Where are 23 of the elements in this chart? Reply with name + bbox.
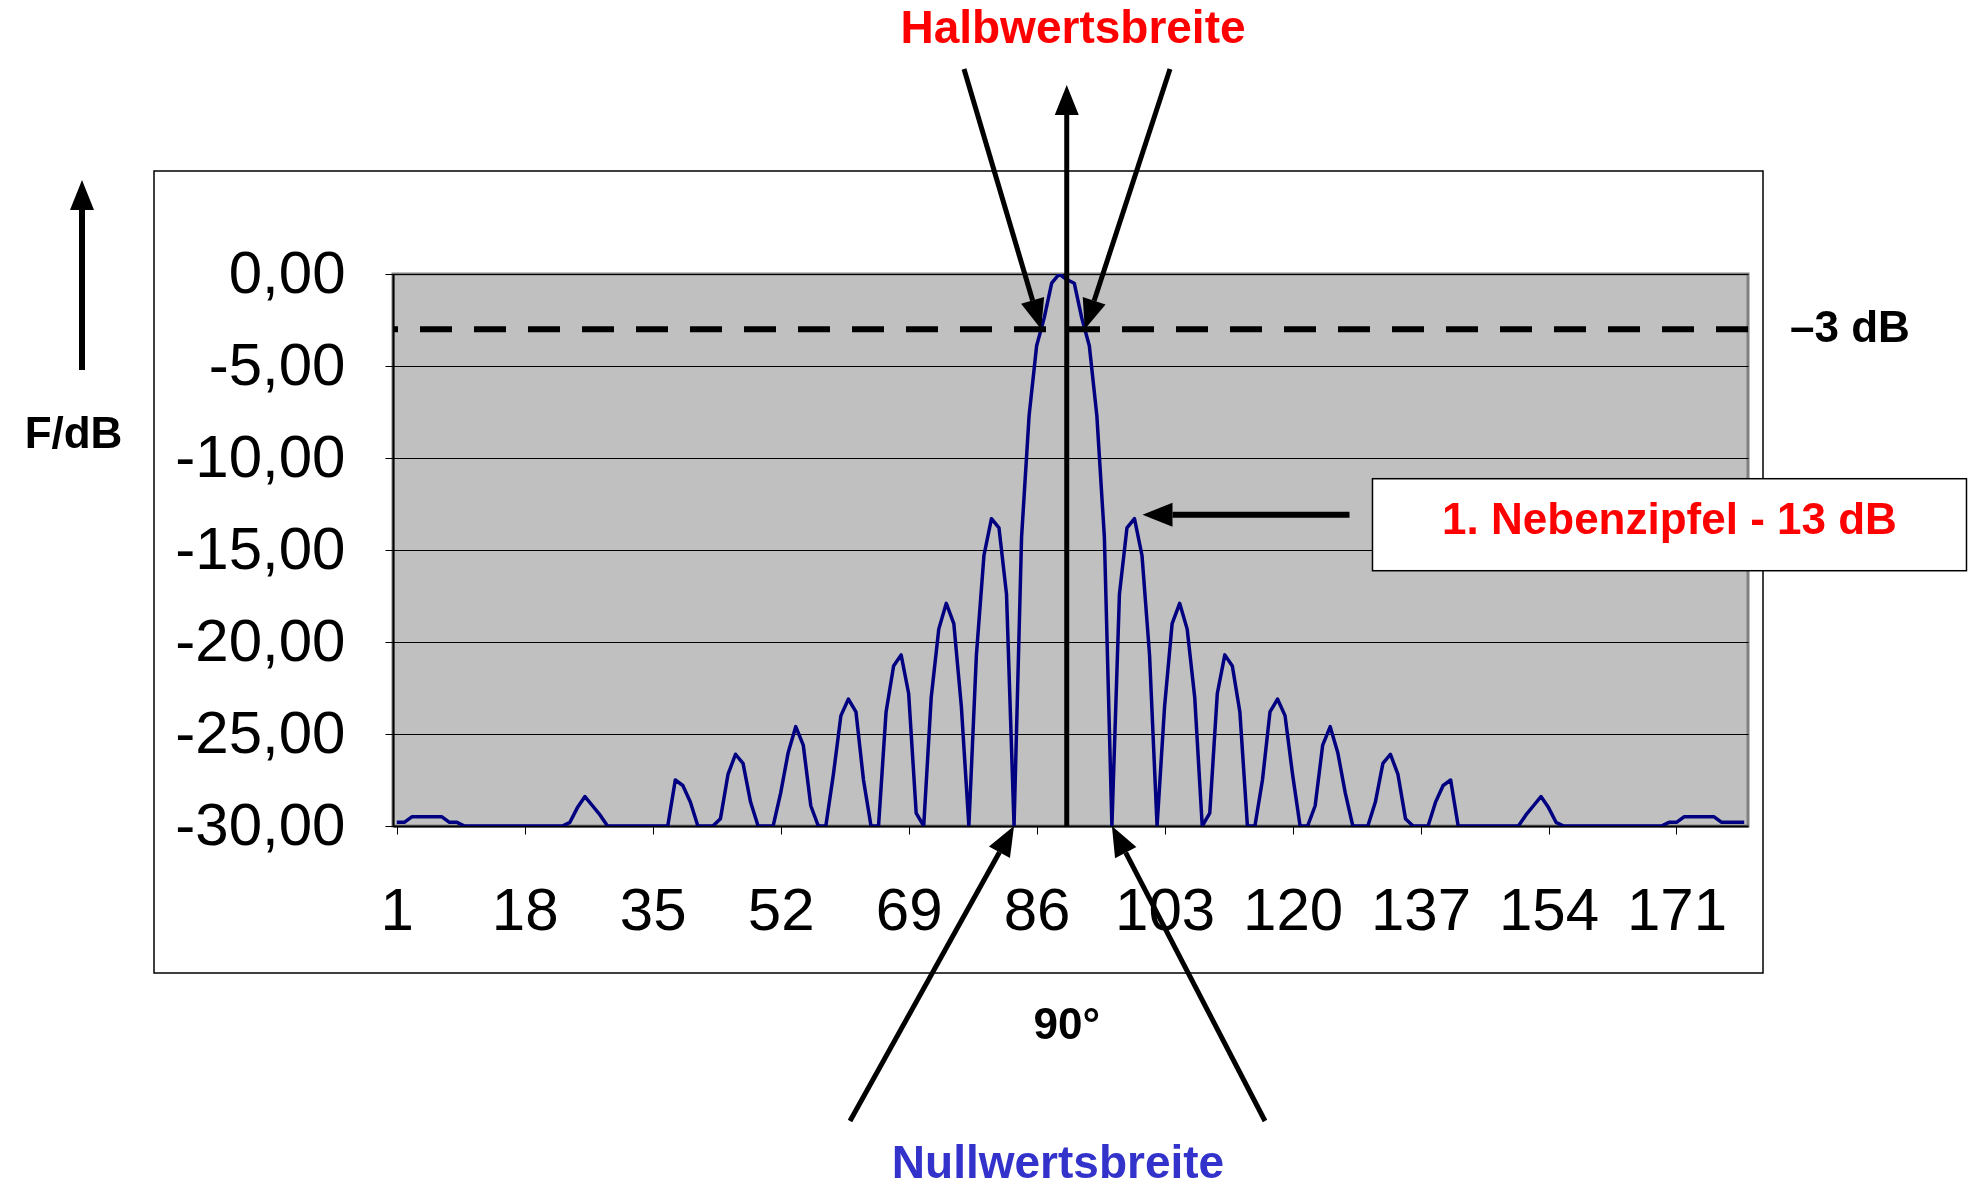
ref-line-label: –3 dB	[1790, 302, 1910, 352]
x-tick-label: 86	[1003, 875, 1071, 943]
y-tick-label: -30,00	[175, 790, 346, 858]
x-tick-label: 18	[491, 875, 559, 943]
text: Nullwertsbreite	[891, 1136, 1225, 1189]
y-axis-title: F/dB	[24, 407, 123, 457]
y-tick-label: -20,00	[175, 606, 346, 674]
y-tick-label: 0,00	[228, 238, 346, 306]
x-tick-label: 69	[875, 875, 943, 943]
x-tick-label: 154	[1498, 875, 1600, 943]
x-tick-label: 1	[380, 875, 414, 943]
y-tick-label: -15,00	[175, 514, 346, 582]
y-tick-label: -5,00	[208, 330, 346, 398]
y-tick-label: -25,00	[175, 698, 346, 766]
annotation: 1. Nebenzipfel - 13 dB	[1442, 494, 1897, 544]
x-tick-label: 137	[1370, 875, 1472, 943]
y-tick-label: -10,00	[175, 422, 346, 490]
x-tick-label: 52	[747, 875, 815, 943]
text: Halbwertsbreite	[900, 1, 1246, 54]
x-tick-label: 171	[1626, 875, 1728, 943]
text: 90°	[1033, 998, 1101, 1048]
x-tick-label: 120	[1243, 875, 1344, 943]
x-tick-label: 35	[619, 875, 687, 943]
